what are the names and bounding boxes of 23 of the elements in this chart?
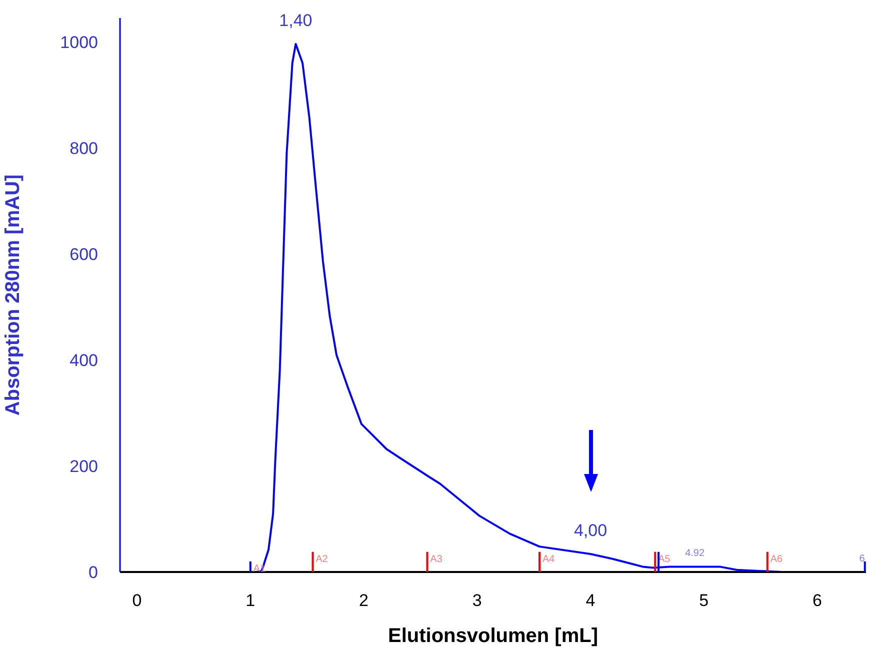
y-tick-label: 1000	[60, 32, 98, 52]
data-label: A2	[316, 554, 328, 565]
y-tick-label: 0	[88, 563, 98, 582]
x-tick-label: 5	[699, 591, 709, 610]
y-tick-label: 600	[70, 244, 98, 264]
annotation: 6	[859, 554, 866, 565]
annotation: 4.92	[685, 548, 705, 560]
x-tick-label: 2	[359, 591, 368, 610]
annotation: 4,00	[574, 521, 608, 540]
y-tick-label: 800	[70, 138, 98, 158]
x-tick-label: 0	[132, 591, 142, 610]
data-label: A4	[542, 554, 556, 565]
x-axis-title: Elutionsvolumen [mL]	[388, 625, 598, 647]
x-tick-label: 3	[472, 591, 482, 610]
data-label: A3	[430, 554, 443, 565]
y-tick-label: 400	[70, 350, 98, 370]
annotation: 1,40	[279, 11, 312, 30]
x-tick-label: 1	[246, 591, 256, 610]
y-axis-title: Absorption 280nm [mAU]	[2, 174, 24, 416]
x-tick-label: 4	[586, 591, 596, 610]
data-label: A6	[770, 554, 783, 565]
y-tick-label: 200	[70, 457, 98, 476]
x-tick-label: 6	[812, 591, 822, 610]
